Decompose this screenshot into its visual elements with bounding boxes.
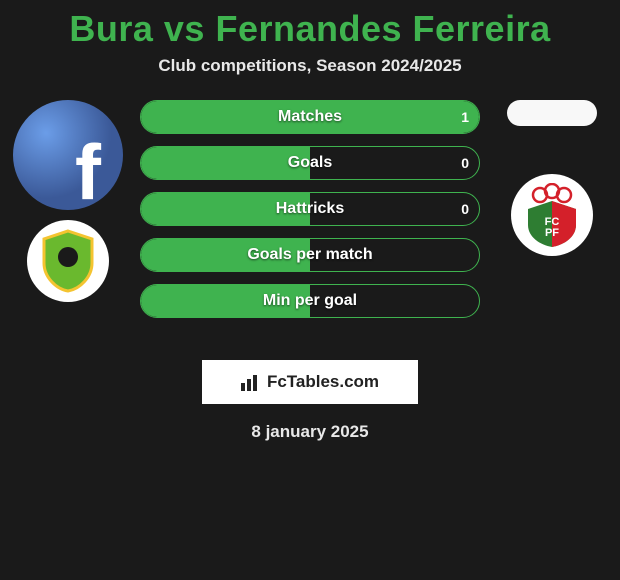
bar-chart-icon	[241, 373, 261, 391]
subtitle: Club competitions, Season 2024/2025	[0, 56, 620, 76]
stat-bar-bg: Goals per match	[140, 238, 480, 272]
stat-bar-bg: Hattricks0	[140, 192, 480, 226]
stat-bar-row: Goals0	[140, 146, 480, 180]
crest-icon: FC PF	[522, 183, 582, 247]
stat-bar-label: Min per goal	[141, 285, 479, 317]
facebook-icon: f	[75, 127, 101, 210]
shield-icon	[40, 229, 96, 293]
player-left-crest	[27, 220, 109, 302]
stat-bar-bg: Goals0	[140, 146, 480, 180]
player-right-name-pill	[507, 100, 597, 126]
player-right-column: FC PF	[492, 100, 612, 256]
stat-bar-label: Goals per match	[141, 239, 479, 271]
stat-bar-row: Hattricks0	[140, 192, 480, 226]
player-left-column: f	[8, 100, 128, 302]
stat-bar-row: Min per goal	[140, 284, 480, 318]
watermark-text: FcTables.com	[267, 372, 379, 392]
stat-bar-label: Goals	[141, 147, 479, 179]
stat-bar-value-right: 0	[461, 193, 469, 225]
stat-bar-value-right: 1	[461, 101, 469, 133]
stat-bar-bg: Min per goal	[140, 284, 480, 318]
player-right-crest: FC PF	[511, 174, 593, 256]
stat-bar-bg: Matches1	[140, 100, 480, 134]
watermark: FcTables.com	[202, 360, 418, 404]
stat-bar-row: Goals per match	[140, 238, 480, 272]
stat-bars: Matches1Goals0Hattricks0Goals per matchM…	[140, 100, 480, 330]
player-left-avatar: f	[13, 100, 123, 210]
stats-area: f FC PF Matches1Goals0Hattricks0Goals pe…	[0, 100, 620, 350]
stat-bar-label: Matches	[141, 101, 479, 133]
date-label: 8 january 2025	[0, 422, 620, 442]
stat-bar-row: Matches1	[140, 100, 480, 134]
stat-bar-value-right: 0	[461, 147, 469, 179]
stat-bar-label: Hattricks	[141, 193, 479, 225]
page-title: Bura vs Fernandes Ferreira	[0, 0, 620, 50]
svg-text:PF: PF	[545, 227, 559, 239]
